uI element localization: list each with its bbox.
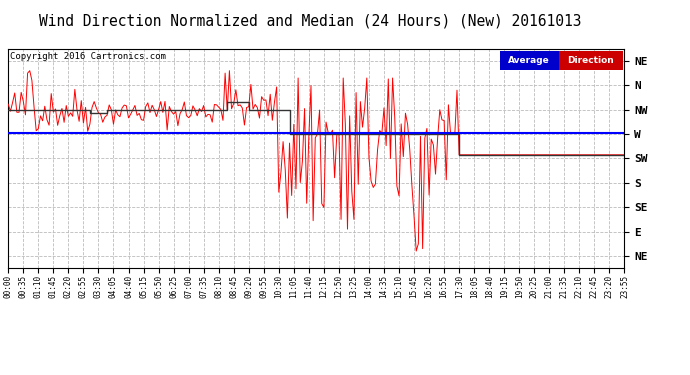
Text: Average: Average: [509, 56, 550, 65]
Text: Copyright 2016 Cartronics.com: Copyright 2016 Cartronics.com: [10, 52, 166, 61]
Text: Wind Direction Normalized and Median (24 Hours) (New) 20161013: Wind Direction Normalized and Median (24…: [39, 13, 582, 28]
FancyBboxPatch shape: [500, 51, 558, 70]
Text: Direction: Direction: [567, 56, 614, 65]
FancyBboxPatch shape: [558, 51, 623, 70]
